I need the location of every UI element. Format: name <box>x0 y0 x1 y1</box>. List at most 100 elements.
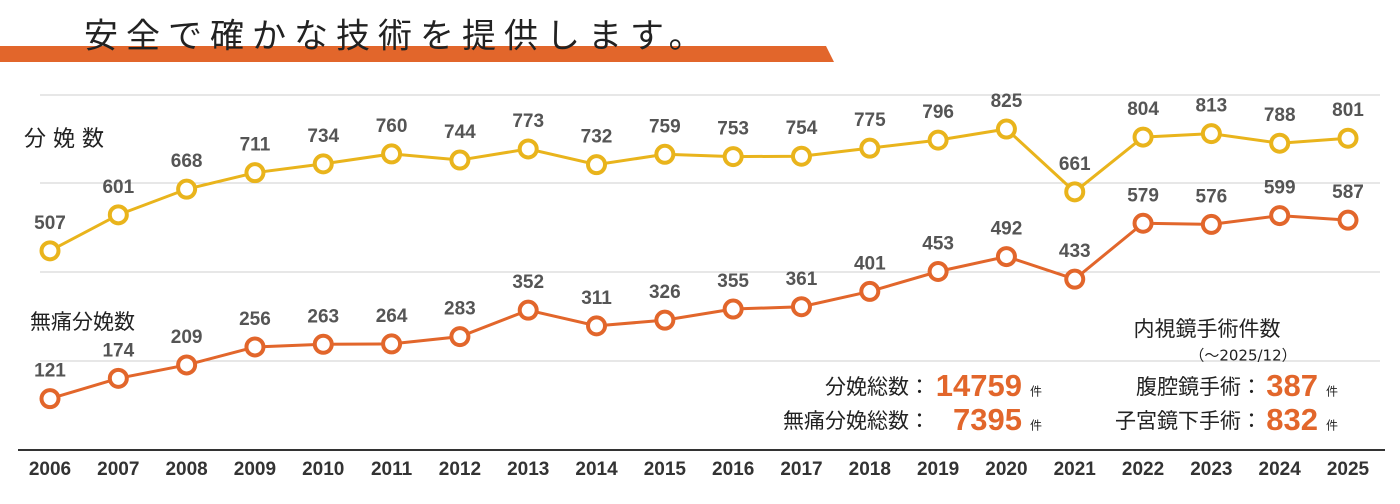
data-label: 668 <box>171 151 203 172</box>
data-label: 264 <box>376 306 408 327</box>
series-label: 無痛分娩数 <box>30 310 135 334</box>
data-label: 283 <box>444 299 476 320</box>
marker <box>722 298 744 320</box>
x-tick-label: 2019 <box>917 459 959 480</box>
x-tick-label: 2009 <box>234 459 276 480</box>
x-tick-label: 2006 <box>29 459 71 480</box>
x-tick-label: 2014 <box>575 459 618 480</box>
summary-label: 無痛分娩総数： <box>783 409 930 433</box>
summary-title: 内視鏡手術件数 <box>1134 317 1281 341</box>
x-tick-label: 2015 <box>644 459 687 480</box>
data-label: 804 <box>1127 99 1159 120</box>
marker <box>244 162 266 184</box>
data-label: 121 <box>34 361 66 382</box>
summary-value: 832 <box>1266 402 1318 437</box>
data-label: 576 <box>1196 186 1228 207</box>
x-tick-label: 2013 <box>507 459 549 480</box>
marker <box>176 354 198 376</box>
marker <box>790 145 812 167</box>
x-tick-label: 2021 <box>1054 459 1097 480</box>
marker <box>859 137 881 159</box>
marker <box>995 118 1017 140</box>
data-label: 760 <box>376 116 408 137</box>
marker <box>1269 132 1291 154</box>
marker <box>586 154 608 176</box>
data-label: 813 <box>1196 96 1228 117</box>
summary-label: 腹腔鏡手術： <box>1136 375 1262 399</box>
marker <box>39 240 61 262</box>
summary-period: （～2025/12） <box>1189 347 1296 365</box>
marker <box>1064 181 1086 203</box>
data-label: 433 <box>1059 241 1091 262</box>
data-label: 256 <box>239 309 271 330</box>
x-tick-label: 2018 <box>849 459 891 480</box>
marker <box>517 138 539 160</box>
data-label: 732 <box>581 127 613 148</box>
summary-unit: 件 <box>1030 419 1042 433</box>
marker <box>722 146 744 168</box>
data-label: 326 <box>649 282 681 303</box>
data-label: 361 <box>786 269 818 290</box>
x-tick-label: 2008 <box>165 459 207 480</box>
data-label: 711 <box>240 135 271 156</box>
marker <box>39 388 61 410</box>
data-label: 401 <box>854 253 886 274</box>
marker <box>381 143 403 165</box>
x-tick-label: 2024 <box>1259 459 1302 480</box>
marker <box>1200 213 1222 235</box>
marker <box>107 367 129 389</box>
marker <box>1337 127 1359 149</box>
data-label: 788 <box>1264 105 1296 126</box>
marker <box>586 315 608 337</box>
x-tick-label: 2010 <box>302 459 344 480</box>
summary-value: 7395 <box>953 402 1022 437</box>
marker <box>244 336 266 358</box>
data-label: 352 <box>512 272 544 293</box>
x-tick-label: 2011 <box>371 459 413 480</box>
data-label: 507 <box>34 213 66 234</box>
summary-value: 387 <box>1266 368 1318 403</box>
data-label: 355 <box>717 271 749 292</box>
x-tick-label: 2022 <box>1122 459 1164 480</box>
x-tick-label: 2025 <box>1327 459 1370 480</box>
data-label: 453 <box>922 234 954 255</box>
x-tick-label: 2020 <box>985 459 1027 480</box>
data-label: 311 <box>581 288 612 309</box>
data-label: 209 <box>171 327 203 348</box>
marker <box>654 143 676 165</box>
marker <box>107 204 129 226</box>
data-label: 759 <box>649 116 681 137</box>
marker <box>176 178 198 200</box>
data-label: 492 <box>991 219 1023 240</box>
data-label: 773 <box>512 111 544 132</box>
marker <box>1064 268 1086 290</box>
data-label: 754 <box>786 118 818 139</box>
data-label: 599 <box>1264 178 1296 199</box>
summary-unit: 件 <box>1030 385 1042 399</box>
x-tick-label: 2016 <box>712 459 754 480</box>
data-label: 744 <box>444 122 476 143</box>
data-label: 263 <box>307 306 339 327</box>
data-label: 775 <box>854 110 886 131</box>
marker <box>927 129 949 151</box>
x-tick-label: 2023 <box>1190 459 1232 480</box>
summary-unit: 件 <box>1326 385 1338 399</box>
marker <box>1132 126 1154 148</box>
data-label: 661 <box>1059 154 1091 175</box>
marker <box>654 309 676 331</box>
marker <box>790 296 812 318</box>
data-label: 796 <box>922 102 954 123</box>
series-label: 分 娩 数 <box>24 127 104 152</box>
marker <box>1269 205 1291 227</box>
x-tick-label: 2007 <box>97 459 139 480</box>
data-label: 801 <box>1332 100 1364 121</box>
marker <box>995 246 1017 268</box>
marker <box>312 153 334 175</box>
marker <box>927 261 949 283</box>
series-line <box>49 127 1349 253</box>
data-label: 587 <box>1332 182 1364 203</box>
data-label: 601 <box>102 177 134 198</box>
marker <box>312 333 334 355</box>
